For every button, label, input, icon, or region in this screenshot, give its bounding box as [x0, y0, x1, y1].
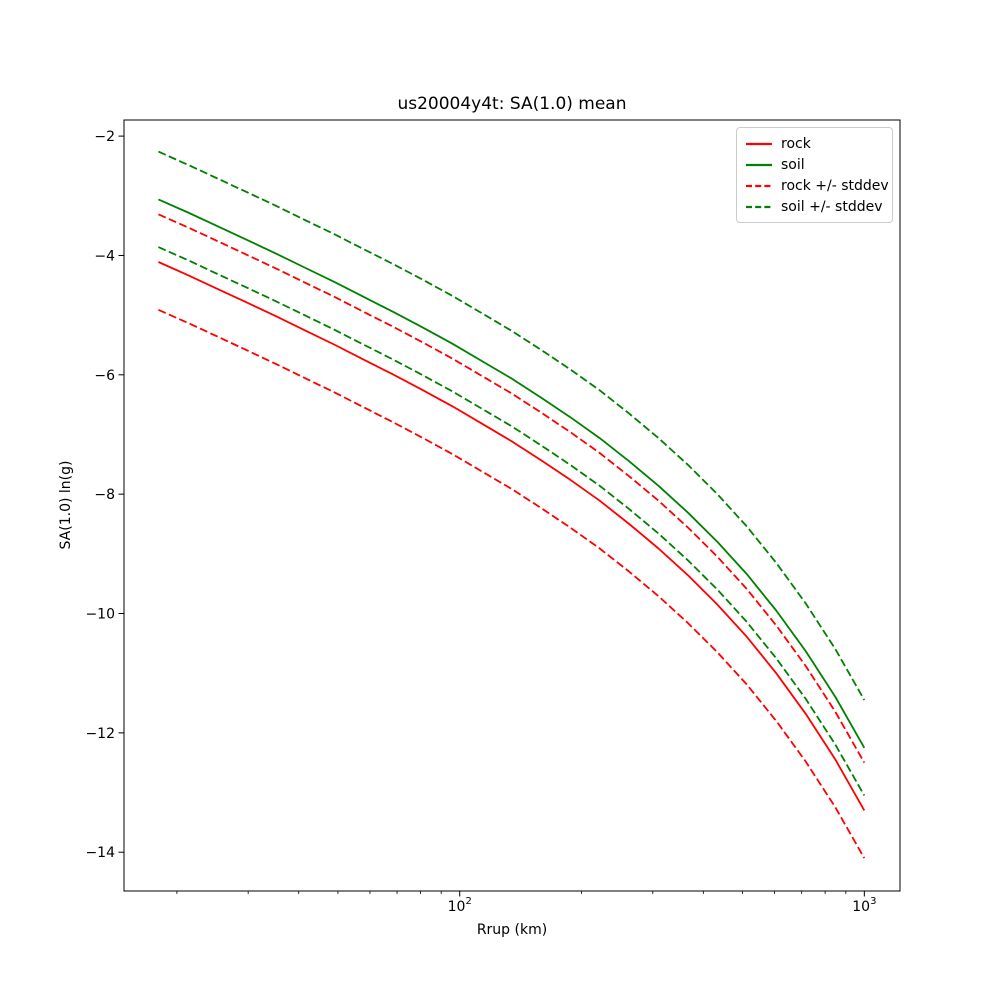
y-tick-label: −12 [85, 726, 115, 742]
rock-line-sample-icon [746, 142, 772, 145]
legend-item-soil-stddev: soil +/- stddev [746, 196, 884, 217]
legend-item-rock-stddev: rock +/- stddev [746, 175, 889, 196]
legend-label-soil: soil [781, 156, 805, 173]
y-tick-label: −4 [94, 248, 115, 264]
y-axis-label: SA(1.0) ln(g) [58, 460, 74, 550]
axes-spines [123, 119, 901, 892]
legend-label-rock-stddev: rock +/- stddev [781, 177, 889, 194]
legend: rock soil rock +/- stddev soil +/- stdde… [736, 127, 893, 223]
series-soil-line [158, 198, 866, 749]
rock-stddev-line-sample-icon [746, 184, 772, 187]
y-tick-label: −2 [94, 129, 115, 145]
soil-line-sample-icon [746, 163, 772, 166]
series-soil-plus-stddev-line [158, 150, 866, 701]
chart-title: us20004y4t: SA(1.0) mean [397, 94, 627, 114]
y-tick-label: −10 [85, 607, 115, 623]
series-rock-plus-stddev-line [158, 213, 866, 764]
legend-item-soil: soil [746, 154, 884, 175]
series-rock-minus-stddev-line [158, 308, 866, 859]
series-soil-minus-stddev-line [158, 246, 866, 796]
y-tick-label: −6 [94, 368, 115, 384]
x-tick-label: 102 [448, 896, 472, 915]
x-axis-label: Rrup (km) [476, 922, 548, 938]
soil-stddev-line-sample-icon [746, 205, 772, 208]
legend-label-rock: rock [781, 135, 811, 152]
y-tick-label: −8 [94, 487, 115, 503]
x-tick-label: 103 [852, 896, 876, 915]
legend-label-soil-stddev: soil +/- stddev [781, 198, 883, 215]
y-tick-label: −14 [85, 845, 115, 861]
series-rock-line [158, 261, 866, 811]
legend-item-rock: rock [746, 133, 884, 154]
